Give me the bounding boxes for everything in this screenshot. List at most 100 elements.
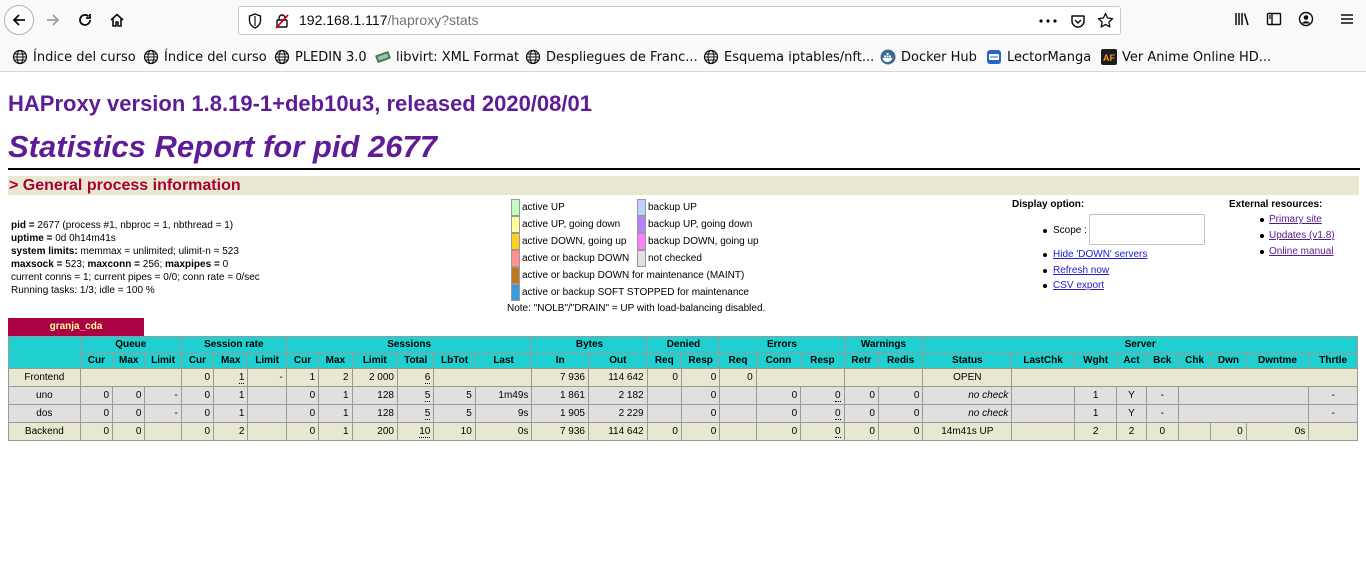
bookmark-item[interactable]: PLEDIN 3.0 bbox=[274, 48, 367, 66]
table-cell: Y bbox=[1116, 404, 1147, 423]
globe-icon bbox=[525, 49, 541, 65]
cell-value: 5 bbox=[424, 408, 431, 420]
table-cell: 0 bbox=[180, 368, 215, 387]
bookmark-star-icon[interactable] bbox=[1097, 12, 1114, 29]
server-row-uno: uno 0 0 - 0 1 0 1 128 5 5 1m49s 1 861 2 … bbox=[8, 386, 1358, 405]
more-actions-icon[interactable] bbox=[1039, 19, 1057, 23]
table-cell[interactable]: 10 bbox=[396, 422, 435, 441]
scope-input[interactable] bbox=[1089, 214, 1205, 245]
bookmark-item[interactable]: libvirt: XML Format bbox=[375, 48, 519, 66]
svg-text:AF: AF bbox=[1103, 53, 1115, 63]
table-cell bbox=[1011, 386, 1075, 405]
row-name[interactable]: Backend bbox=[8, 422, 81, 441]
table-cell: 2 229 bbox=[588, 404, 648, 423]
hide-down-link[interactable]: Hide 'DOWN' servers bbox=[1053, 249, 1148, 260]
maxsock-label: maxsock = bbox=[11, 259, 66, 270]
table-cell: 0s bbox=[474, 422, 533, 441]
forward-button[interactable] bbox=[38, 5, 68, 35]
table-cell: 114 642 bbox=[588, 422, 648, 441]
pocket-icon[interactable] bbox=[1070, 13, 1086, 29]
maxconn-value: 256; bbox=[142, 259, 166, 270]
sidebar-icon[interactable] bbox=[1266, 11, 1282, 27]
row-name[interactable]: dos bbox=[8, 404, 81, 423]
table-cell: 0 bbox=[755, 422, 802, 441]
account-icon[interactable] bbox=[1298, 11, 1314, 27]
table-cell: 1 bbox=[1073, 386, 1118, 405]
primary-site-link[interactable]: Primary site bbox=[1269, 214, 1322, 225]
row-name[interactable]: Frontend bbox=[8, 368, 81, 387]
bookmark-item[interactable]: Despliegues de Franc... bbox=[525, 48, 698, 66]
url-text[interactable]: 192.168.1.117/haproxy?stats bbox=[299, 12, 479, 28]
maxpipes-value: 0 bbox=[222, 259, 229, 270]
library-icon[interactable] bbox=[1234, 11, 1250, 27]
legend-swatch bbox=[637, 216, 646, 233]
home-button[interactable] bbox=[102, 5, 132, 35]
insecure-lock-icon[interactable] bbox=[274, 13, 290, 29]
legend-swatch bbox=[511, 233, 520, 250]
table-cell: 5 bbox=[433, 404, 476, 423]
bookmark-item[interactable]: Esquema iptables/nft... bbox=[703, 48, 874, 66]
table-cell[interactable]: 0 bbox=[800, 386, 845, 405]
bookmark-label: Despliegues de Franc... bbox=[546, 49, 698, 65]
table-cell: 0 bbox=[180, 404, 215, 423]
column-header: Chk bbox=[1177, 352, 1212, 369]
table-cell: 1 bbox=[213, 386, 249, 405]
bookmark-item[interactable]: Índice del curso bbox=[12, 48, 136, 66]
table-cell: 0 bbox=[877, 386, 924, 405]
row-name[interactable]: uno bbox=[8, 386, 81, 405]
table-cell bbox=[646, 386, 682, 405]
back-button[interactable] bbox=[4, 5, 34, 35]
table-cell[interactable]: 0 bbox=[800, 422, 845, 441]
arrow-left-icon bbox=[12, 14, 25, 26]
url-bar[interactable]: 192.168.1.117/haproxy?stats bbox=[238, 6, 1121, 35]
column-header: Total bbox=[396, 352, 435, 369]
bookmark-label: libvirt: XML Format bbox=[396, 49, 520, 65]
table-cell: 200 bbox=[351, 422, 398, 441]
table-cell[interactable]: 1 bbox=[213, 368, 249, 387]
table-cell[interactable]: 6 bbox=[396, 368, 435, 387]
table-cell[interactable]: 0 bbox=[800, 404, 845, 423]
refresh-now-link[interactable]: Refresh now bbox=[1053, 265, 1110, 276]
bullet bbox=[1260, 234, 1264, 238]
proxy-name[interactable]: granja_cda bbox=[8, 318, 144, 336]
report-title: Statistics Report for pid 2677 bbox=[8, 129, 437, 164]
bookmark-item[interactable]: Docker Hub bbox=[880, 48, 977, 66]
bookmark-item[interactable]: Índice del curso bbox=[143, 48, 267, 66]
bookmark-item[interactable]: LectorManga bbox=[986, 48, 1091, 66]
column-header: Redis bbox=[877, 352, 924, 369]
maxconn-label: maxconn = bbox=[87, 259, 143, 270]
table-cell: 0 bbox=[79, 404, 114, 423]
table-cell bbox=[247, 422, 287, 441]
menu-icon[interactable] bbox=[1339, 11, 1355, 27]
table-cell[interactable]: 5 bbox=[396, 404, 435, 423]
docker-icon bbox=[880, 49, 896, 65]
group-header: Errors bbox=[719, 336, 845, 353]
table-cell: 1 861 bbox=[531, 386, 589, 405]
divider bbox=[8, 168, 1360, 170]
csv-export-link[interactable]: CSV export bbox=[1053, 280, 1105, 291]
reload-button[interactable] bbox=[70, 5, 100, 35]
table-cell: 128 bbox=[351, 404, 398, 423]
server-row-dos: dos 0 0 - 0 1 0 1 128 5 5 9s 1 905 2 229… bbox=[8, 404, 1358, 423]
bookmark-item[interactable]: AF Ver Anime Online HD... bbox=[1101, 48, 1271, 66]
bullet bbox=[1043, 229, 1047, 233]
column-header: Max bbox=[318, 352, 353, 369]
header-group-row: Queue Session rate Sessions Bytes Denied… bbox=[8, 336, 1358, 369]
table-cell: 0 bbox=[719, 368, 757, 387]
url-host: 192.168.1.117 bbox=[299, 12, 388, 28]
shield-icon[interactable] bbox=[248, 13, 262, 29]
table-cell bbox=[719, 404, 757, 423]
updates-link[interactable]: Updates (v1.8) bbox=[1269, 230, 1335, 241]
libvirt-icon bbox=[375, 51, 391, 63]
cell-value: 5 bbox=[424, 390, 431, 402]
table-cell: 0 bbox=[877, 404, 924, 423]
table-cell: 1 bbox=[213, 404, 249, 423]
column-header: Bck bbox=[1145, 352, 1179, 369]
globe-icon bbox=[143, 49, 159, 65]
column-header: Retr bbox=[843, 352, 879, 369]
table-cell: 1 bbox=[318, 386, 353, 405]
group-header: Sessions bbox=[285, 336, 533, 353]
online-manual-link[interactable]: Online manual bbox=[1269, 246, 1334, 257]
table-cell: - bbox=[1145, 386, 1179, 405]
table-cell[interactable]: 5 bbox=[396, 386, 435, 405]
